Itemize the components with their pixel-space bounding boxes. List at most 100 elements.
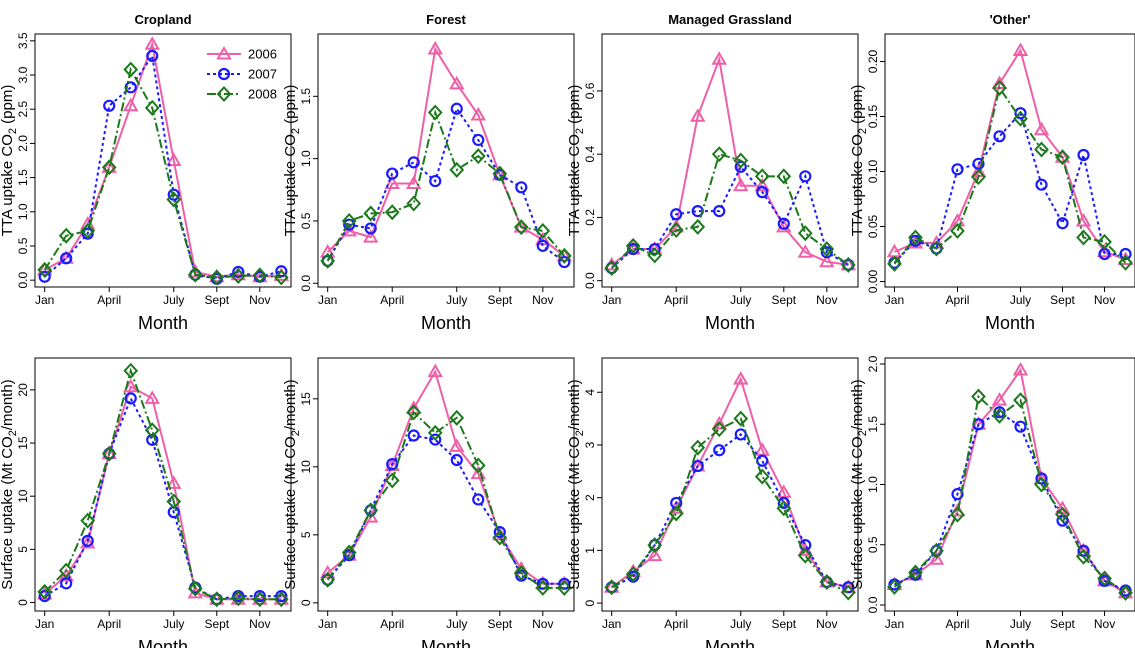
x-tick-label: Jan (35, 617, 54, 631)
y-axis-title: Surface uptake (Mt CO2/month) (566, 379, 586, 589)
plot-frame (317, 357, 575, 612)
marker-diamond (101, 159, 117, 176)
y-axis-title-main: TTA uptake CO (566, 134, 583, 236)
x-axis-title: Month (705, 637, 755, 648)
marker-circle (493, 526, 506, 539)
marker-triangle (341, 222, 357, 237)
marker-diamond (797, 547, 813, 564)
y-axis-title-tail: /month) (0, 379, 16, 430)
x-tick-label: April (380, 617, 404, 631)
marker-diamond (711, 146, 727, 163)
x-tick-label: April (945, 617, 969, 631)
marker-triangle (1012, 42, 1029, 56)
panel-title: Cropland (134, 12, 191, 27)
marker-diamond (992, 407, 1007, 424)
marker-diamond (1097, 570, 1112, 587)
marker-diamond (711, 421, 727, 438)
y-tick-label: 15 (299, 392, 313, 406)
marker-diamond (123, 61, 139, 78)
series-line-2007 (44, 395, 282, 601)
marker-diamond (625, 237, 641, 254)
x-tick-label: April (380, 293, 404, 307)
y-axis-title-tail: (ppm) (849, 85, 866, 128)
plot-frame (601, 33, 859, 288)
y-axis-title-main: TTA uptake CO (282, 134, 299, 236)
marker-circle (60, 252, 73, 265)
marker-diamond (929, 542, 944, 559)
marker-circle (670, 208, 683, 221)
marker-circle (167, 188, 180, 201)
y-axis-title-sub: 2 (290, 430, 302, 436)
marker-triangle (427, 40, 443, 55)
marker-diamond (58, 562, 74, 579)
plot-frame (884, 33, 1135, 288)
marker-diamond (556, 579, 572, 596)
marker-diamond (37, 583, 53, 600)
marker-triangle (1012, 362, 1029, 376)
y-tick-label: 0.0 (583, 272, 597, 289)
marker-circle (558, 255, 571, 269)
panel-3: Managed Grassland Jan April July Sept Nov Mont… (566, 12, 859, 333)
marker-triangle (449, 75, 465, 90)
marker-diamond (101, 445, 117, 462)
x-tick-label: April (664, 293, 688, 307)
y-tick-label: 1.5 (16, 169, 30, 186)
x-tick-label: Jan (885, 293, 904, 307)
marker-diamond (887, 255, 902, 272)
x-tick-label: July (1010, 293, 1031, 307)
marker-diamond (187, 580, 203, 597)
marker-diamond (754, 468, 770, 485)
series-line-2007 (326, 106, 565, 263)
marker-circle (386, 457, 399, 471)
y-tick-label: 0.20 (866, 49, 880, 73)
marker-triangle (123, 97, 139, 112)
y-tick-label: 0.0 (866, 596, 880, 613)
marker-circle (951, 163, 964, 176)
marker-triangle (273, 591, 290, 605)
marker-diamond (776, 168, 792, 185)
marker-diamond (819, 241, 835, 258)
marker-diamond (668, 222, 684, 239)
marker-diamond (604, 579, 620, 596)
y-axis-title-sub: 2 (290, 128, 302, 134)
marker-circle (951, 488, 964, 501)
marker-diamond (144, 99, 160, 116)
x-tick-label: April (664, 617, 688, 631)
marker-circle (756, 454, 769, 467)
series-line-2007 (893, 111, 1126, 264)
series-line-2006 (326, 46, 565, 257)
marker-circle (450, 453, 463, 467)
y-axis-title-sub: 2 (857, 430, 869, 436)
marker-diamond (840, 584, 856, 601)
y-tick-label: 0.0 (16, 271, 30, 288)
y-tick-label: 2.5 (16, 101, 30, 118)
marker-diamond (470, 148, 486, 165)
marker-circle (450, 102, 463, 115)
marker-circle (146, 49, 159, 62)
y-tick-label: 3.0 (16, 66, 30, 83)
marker-diamond (733, 410, 749, 427)
marker-triangle (513, 219, 530, 233)
marker-circle (777, 496, 790, 510)
series-line-2008 (326, 109, 566, 262)
marker-diamond (1055, 506, 1070, 523)
series-2008 (320, 404, 572, 596)
y-axis-title-main: TTA uptake CO (0, 134, 16, 236)
x-tick-label: Sept (771, 617, 796, 631)
marker-diamond (230, 268, 246, 285)
x-axis-title: Month (985, 313, 1035, 333)
marker-diamond (166, 493, 182, 510)
y-tick-label: 1.5 (299, 88, 313, 105)
legend-label-2008: 2008 (248, 87, 277, 102)
marker-circle (81, 534, 94, 547)
marker-circle (343, 218, 356, 231)
x-tick-label: Nov (532, 617, 553, 631)
marker-circle (1014, 420, 1027, 433)
marker-diamond (1034, 141, 1049, 158)
marker-diamond (80, 512, 96, 529)
series-line-2006 (44, 385, 282, 601)
x-tick-label: Nov (249, 617, 270, 631)
marker-circle (993, 130, 1006, 143)
y-axis-title-sub: 2 (7, 430, 19, 436)
